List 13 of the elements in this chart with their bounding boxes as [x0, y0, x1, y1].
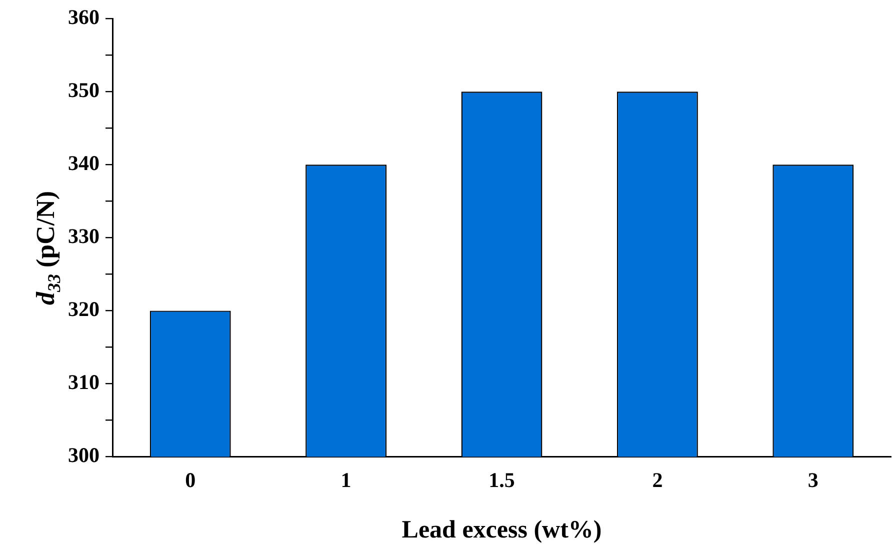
x-tick-label: 2: [652, 468, 663, 492]
y-tick-label: 360: [68, 5, 100, 30]
y-tick-label: 330: [68, 224, 100, 248]
y-tick-label: 350: [68, 78, 100, 102]
x-tick-label: 3: [808, 468, 818, 492]
x-tick-label: 1: [340, 468, 352, 492]
y-tick-label: 340: [68, 151, 100, 176]
y-tick-label: 310: [68, 370, 100, 394]
y-tick-label: 300: [68, 443, 100, 468]
x-axis-title: Lead excess (wt%): [402, 516, 602, 544]
x-tick-label: 0: [185, 468, 196, 492]
y-tick-label: 320: [68, 297, 100, 322]
x-tick-label: 1.5: [488, 468, 515, 492]
